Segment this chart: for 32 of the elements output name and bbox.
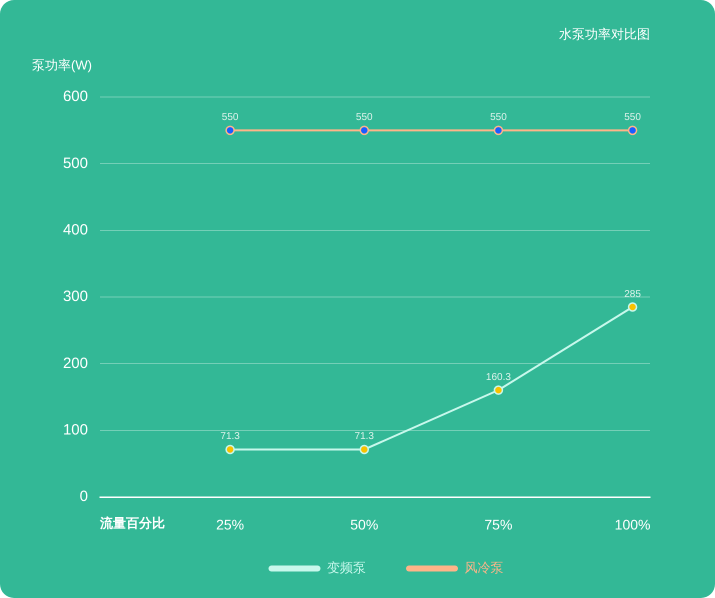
data-label: 71.3 (354, 431, 374, 442)
data-label: 550 (490, 112, 508, 124)
point (360, 126, 370, 136)
point (494, 385, 504, 395)
y-tick-label: 400 (62, 221, 88, 238)
point (628, 126, 638, 136)
data-label: 160.3 (486, 372, 512, 383)
y-tick-label: 600 (62, 88, 88, 106)
x-tick-label: 50% (350, 516, 378, 532)
data-label: 285 (624, 288, 642, 300)
point (225, 444, 235, 454)
legend-label: 风冷泵 (464, 560, 504, 576)
x-axis-title: 流量百分比 (99, 516, 165, 531)
legend-label: 变频泵 (327, 560, 366, 576)
x-tick-label: 75% (484, 516, 512, 532)
data-label: 550 (222, 112, 239, 124)
point (494, 126, 504, 136)
point (628, 302, 638, 312)
x-tick-label: 100% (614, 516, 650, 532)
point (360, 444, 370, 454)
y-tick-label: 300 (62, 288, 88, 306)
y-tick-label: 200 (62, 354, 88, 372)
y-tick-label: 100 (62, 421, 88, 438)
x-tick-label: 25% (216, 516, 244, 532)
chart-title: 水泵功率对比图 (559, 26, 650, 42)
y-tick-label: 500 (62, 154, 88, 172)
y-tick-label: 0 (80, 488, 88, 506)
data-label: 71.3 (220, 431, 240, 442)
data-label: 550 (624, 112, 642, 124)
y-axis-title: 泵功率(W) (32, 58, 92, 73)
data-label: 550 (356, 112, 374, 124)
point (225, 126, 235, 136)
